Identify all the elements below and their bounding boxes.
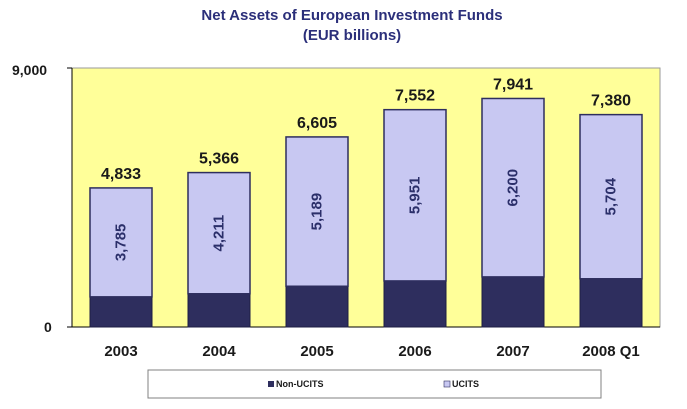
bar-ucits <box>89 187 153 298</box>
y-tick-label-max: 9,000 <box>12 62 47 78</box>
bar-ucits <box>285 136 349 288</box>
bar-ucits <box>579 113 643 280</box>
bars-group: 4,833 3,785 2003 5,366 4,211 2004 6,605 5,189 20… <box>89 76 643 360</box>
bar-ucits <box>383 108 447 282</box>
x-tick-label: 2004 <box>202 343 236 360</box>
x-tick-label: 2005 <box>300 343 333 360</box>
chart-subtitle: (EUR billions) <box>303 27 401 44</box>
legend-swatch-ucits <box>443 380 451 388</box>
total-label: 4,833 <box>101 166 141 183</box>
bar-non-ucits <box>481 276 545 328</box>
bar-non-ucits <box>89 296 153 328</box>
ucits-value-label: 5,704 <box>603 177 620 215</box>
bar-ucits <box>187 171 251 295</box>
bar-non-ucits <box>285 285 349 328</box>
total-label: 7,552 <box>395 88 435 105</box>
bar-non-ucits <box>187 293 251 328</box>
plot-area <box>71 67 661 328</box>
ucits-value-label: 5,189 <box>309 193 326 231</box>
legend-label-non-ucits: Non-UCITS <box>276 379 324 389</box>
legend-box <box>147 369 602 399</box>
ucits-value-label: 4,211 <box>211 215 228 252</box>
ucits-value-label: 3,785 <box>113 224 130 262</box>
chart-title: Net Assets of European Investment Funds <box>201 7 502 24</box>
bar-non-ucits <box>579 278 643 328</box>
bar-ucits <box>481 97 545 278</box>
total-label: 5,366 <box>199 151 239 168</box>
x-tick-label: 2008 Q1 <box>582 343 640 360</box>
bar-non-ucits <box>383 280 447 328</box>
total-label: 7,941 <box>493 76 533 93</box>
y-tick-label-min: 0 <box>44 319 52 335</box>
ucits-value-label: 5,951 <box>407 177 424 215</box>
x-tick-label: 2006 <box>398 343 431 360</box>
legend-label-ucits: UCITS <box>452 379 479 389</box>
total-label: 6,605 <box>297 115 337 132</box>
x-tick-label: 2007 <box>496 343 529 360</box>
ucits-value-label: 6,200 <box>505 169 522 207</box>
total-label: 7,380 <box>591 93 631 110</box>
x-tick-label: 2003 <box>104 343 137 360</box>
legend-swatch-non-ucits <box>268 381 274 387</box>
